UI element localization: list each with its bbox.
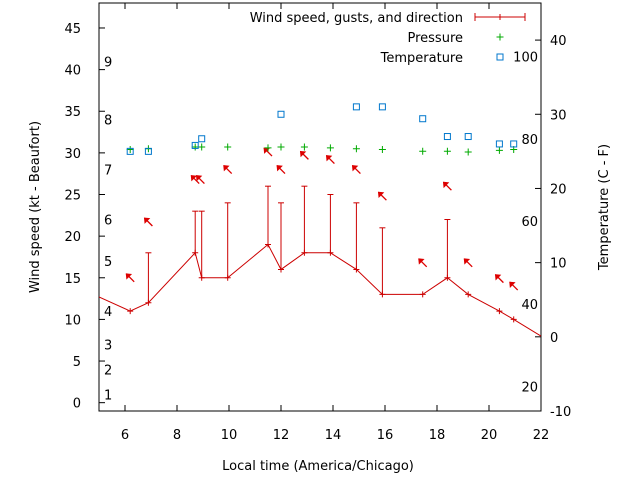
wind-direction-arrowhead [195, 175, 203, 182]
wind-direction-arrowhead [418, 258, 425, 265]
wind-speed-line [99, 243, 541, 337]
wind-direction-arrowhead [299, 150, 307, 158]
y-tick-label: 15 [64, 272, 81, 287]
wind-speed-point [127, 308, 134, 315]
x-tick-label: 10 [221, 428, 238, 443]
temperature-point [144, 147, 152, 155]
pressure-point [224, 143, 232, 151]
pressure-point [277, 143, 285, 151]
wind-direction-arrowhead [190, 175, 198, 182]
wind-direction-arrowhead [463, 258, 471, 265]
y2-tick-label: 0 [550, 331, 558, 346]
y-tick-label: 45 [64, 22, 81, 37]
legend-wind-swatch-point [497, 14, 503, 20]
temperature-point [443, 133, 451, 141]
beaufort-label: 5 [104, 255, 112, 270]
x-tick-label: 8 [173, 428, 181, 443]
beaufort-label: 2 [104, 363, 112, 378]
legend-temperature-label: Temperature [380, 51, 463, 66]
beaufort-label: 3 [104, 338, 112, 353]
temperature-point [419, 115, 427, 123]
temperature-point [352, 103, 360, 111]
wind-speed-point [419, 291, 426, 298]
wind-direction-arrowhead [509, 281, 516, 288]
temperature-point [495, 140, 503, 148]
y-tick-label: 5 [73, 355, 81, 370]
y-tick-label: 20 [64, 230, 81, 245]
temperature-point [126, 147, 134, 155]
temperature-point [277, 110, 285, 118]
wind-speed-point [496, 308, 503, 315]
fahrenheit-label: 80 [521, 133, 538, 148]
x-tick-label: 22 [533, 428, 550, 443]
beaufort-label: 8 [104, 114, 112, 129]
wind-speed-point [465, 291, 472, 298]
temperature-point [191, 141, 199, 149]
wind-direction-arrowhead [494, 274, 502, 281]
legend-wind-label: Wind speed, gusts, and direction [250, 11, 463, 26]
fahrenheit-label: 100 [513, 50, 538, 65]
beaufort-label: 1 [104, 388, 112, 403]
pressure-point [126, 146, 134, 154]
x-tick-label: 6 [121, 428, 129, 443]
temperature-point [378, 103, 386, 111]
pressure-point [191, 143, 199, 151]
y-tick-label: 35 [64, 105, 81, 120]
pressure-point [378, 146, 386, 154]
y-tick-label: 25 [64, 189, 81, 204]
fahrenheit-label: 20 [521, 381, 538, 396]
x-tick-label: 14 [325, 428, 342, 443]
beaufort-label: 4 [104, 305, 112, 320]
y2-tick-label: 10 [550, 257, 567, 272]
wind-direction-arrowhead [125, 273, 133, 280]
beaufort-label: 9 [104, 55, 112, 70]
x-tick-label: 18 [429, 428, 446, 443]
wind-direction-arrowhead [223, 165, 230, 172]
temperature-point [510, 140, 518, 148]
pressure-point [326, 144, 334, 152]
legend-pressure-label: Pressure [407, 31, 463, 46]
wind-direction-arrowhead [351, 165, 359, 172]
wind-direction-arrowhead [377, 191, 385, 199]
fahrenheit-label: 40 [521, 298, 538, 313]
x-tick-label: 16 [377, 428, 394, 443]
plot-frame [98, 2, 542, 412]
y-tick-label: 10 [64, 313, 81, 328]
x-axis-label: Local time (America/Chicago) [222, 459, 414, 474]
beaufort-label: 6 [104, 213, 112, 228]
pressure-point [419, 147, 427, 155]
pressure-point [300, 143, 308, 151]
y-axis-label: Wind speed (kt - Beaufort) [28, 121, 43, 293]
beaufort-label: 7 [104, 164, 112, 179]
y2-axis-label: Temperature (C - F) [597, 144, 612, 271]
pressure-point [495, 146, 503, 154]
y2-tick-label: 20 [550, 182, 567, 197]
temperature-point [198, 135, 206, 143]
wind-direction-arrowhead [143, 217, 151, 224]
y2-tick-label: 30 [550, 108, 567, 123]
y2-tick-label: 40 [550, 34, 567, 49]
wind-speed-point [510, 316, 517, 323]
pressure-point [443, 147, 451, 155]
fahrenheit-label: 60 [521, 215, 538, 230]
wind-direction-arrowhead [276, 165, 283, 172]
x-tick-label: 20 [481, 428, 498, 443]
pressure-point [264, 144, 272, 152]
pressure-point [352, 145, 360, 153]
pressure-point [198, 143, 206, 151]
wind-direction-arrowhead [442, 181, 450, 189]
wind-direction-arrowhead [325, 155, 333, 162]
y-tick-label: 30 [64, 147, 81, 162]
legend-temperature-swatch [496, 53, 504, 61]
legend-pressure-swatch [496, 33, 504, 41]
y-tick-label: 0 [73, 397, 81, 412]
temperature-point [464, 133, 472, 141]
x-tick-label: 12 [273, 428, 290, 443]
pressure-point [464, 148, 472, 156]
y2-tick-label: -10 [550, 405, 571, 420]
y-tick-label: 40 [64, 64, 81, 79]
